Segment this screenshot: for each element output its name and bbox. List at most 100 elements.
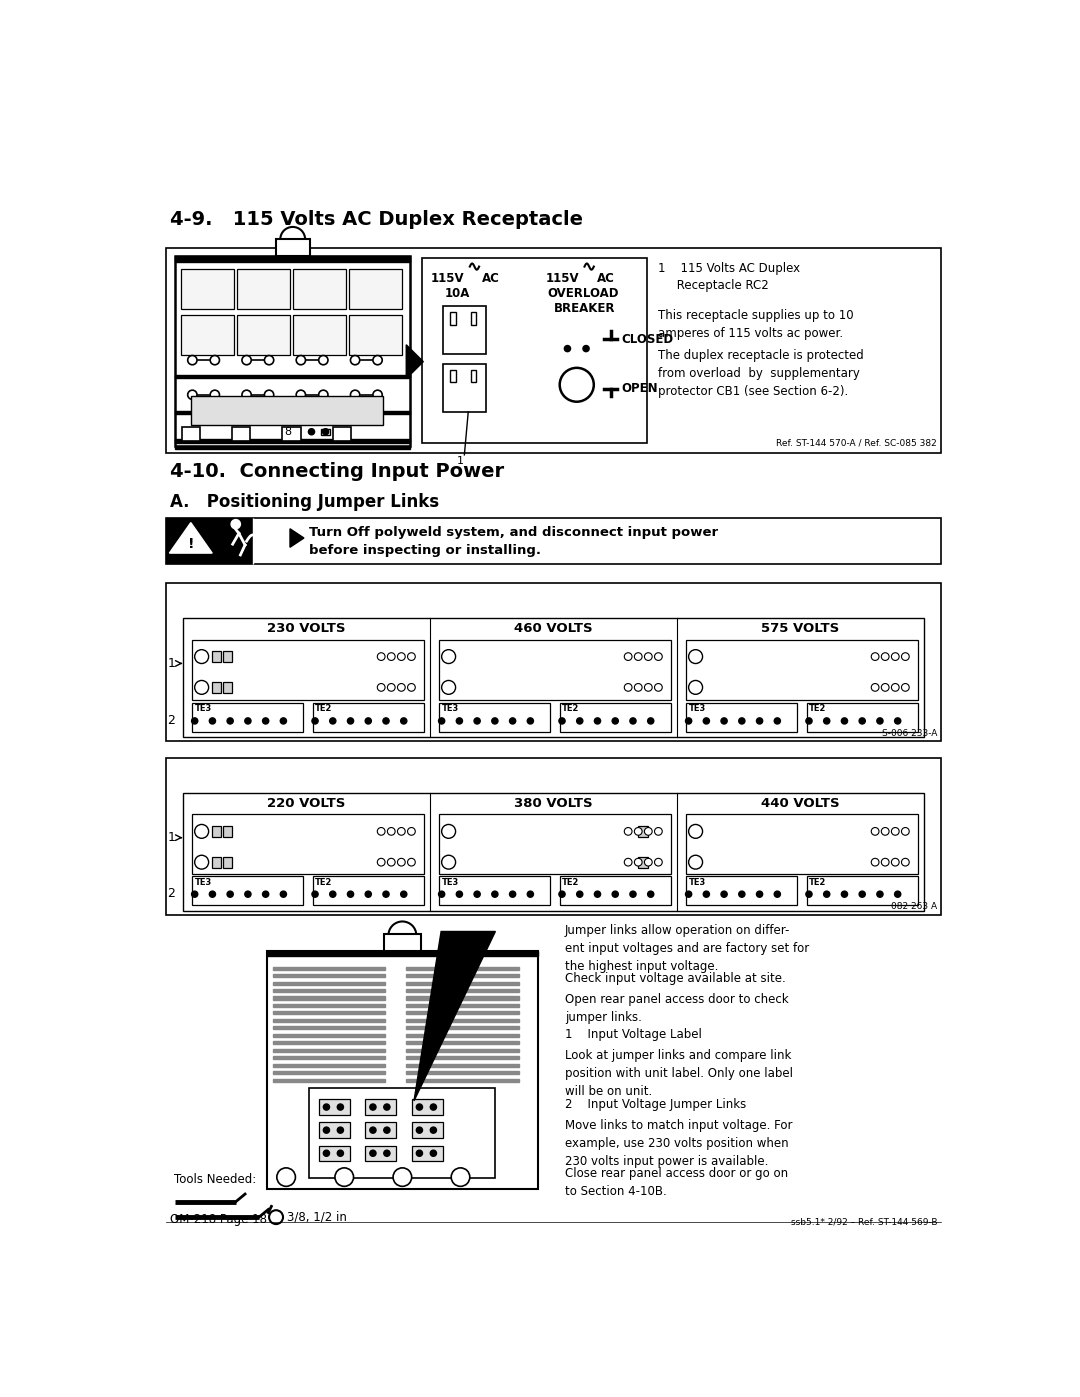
Circle shape: [377, 888, 386, 897]
Circle shape: [872, 683, 879, 692]
Circle shape: [891, 827, 900, 835]
Text: 2: 2: [167, 887, 175, 900]
Circle shape: [337, 1150, 343, 1157]
Circle shape: [654, 683, 662, 692]
Circle shape: [491, 718, 498, 724]
Text: !: !: [188, 538, 194, 552]
Bar: [222, 856, 232, 868]
Circle shape: [806, 891, 812, 897]
Circle shape: [872, 888, 879, 897]
Circle shape: [872, 858, 879, 866]
Bar: [175, 256, 410, 261]
Circle shape: [527, 891, 534, 897]
Circle shape: [210, 718, 216, 724]
Circle shape: [188, 355, 197, 365]
Circle shape: [194, 711, 208, 725]
Text: TE2: TE2: [562, 704, 579, 714]
Bar: [406, 982, 518, 985]
Circle shape: [654, 888, 662, 897]
Bar: [319, 1099, 350, 1115]
Circle shape: [323, 1104, 329, 1111]
Text: TE2: TE2: [315, 704, 333, 714]
Circle shape: [350, 390, 360, 400]
Circle shape: [377, 714, 386, 722]
Text: TE3: TE3: [442, 704, 459, 714]
Bar: [222, 887, 232, 898]
Circle shape: [630, 718, 636, 724]
Bar: [471, 370, 476, 383]
Circle shape: [369, 1127, 376, 1133]
Circle shape: [881, 858, 889, 866]
Circle shape: [624, 683, 632, 692]
Circle shape: [335, 1168, 353, 1186]
Bar: [406, 1018, 518, 1023]
Text: TE2: TE2: [809, 704, 826, 714]
Circle shape: [296, 355, 306, 365]
Circle shape: [373, 355, 382, 365]
Text: Ref. ST-144 570-A / Ref. SC-085 382: Ref. ST-144 570-A / Ref. SC-085 382: [777, 439, 937, 448]
Text: 575 VOLTS: 575 VOLTS: [761, 622, 839, 636]
Circle shape: [350, 355, 360, 365]
Bar: [222, 682, 232, 693]
Bar: [232, 427, 251, 441]
Circle shape: [407, 714, 416, 722]
Bar: [175, 256, 410, 447]
Bar: [559, 703, 671, 732]
Text: 460 VOLTS: 460 VOLTS: [514, 622, 593, 636]
Text: The duplex receptacle is protected
from overload  by  supplementary
protector CB: The duplex receptacle is protected from …: [658, 349, 864, 398]
Circle shape: [689, 711, 703, 725]
Text: 1: 1: [167, 831, 175, 844]
Bar: [686, 876, 797, 905]
Bar: [237, 268, 291, 309]
Text: 2: 2: [167, 714, 175, 726]
Circle shape: [594, 891, 600, 897]
Circle shape: [891, 858, 900, 866]
Circle shape: [323, 1127, 329, 1133]
Text: Check input voltage available at site.: Check input voltage available at site.: [565, 972, 786, 985]
Bar: [273, 1018, 386, 1023]
Circle shape: [231, 520, 241, 529]
Text: 10A: 10A: [445, 286, 471, 300]
Circle shape: [624, 858, 632, 866]
Bar: [349, 314, 403, 355]
Circle shape: [407, 888, 416, 897]
Circle shape: [689, 824, 703, 838]
Circle shape: [612, 718, 619, 724]
Polygon shape: [291, 529, 303, 548]
Circle shape: [872, 652, 879, 661]
Circle shape: [510, 718, 516, 724]
Circle shape: [211, 390, 219, 400]
Circle shape: [634, 683, 643, 692]
Bar: [273, 1049, 386, 1052]
Circle shape: [416, 1150, 422, 1157]
Circle shape: [894, 718, 901, 724]
Circle shape: [872, 714, 879, 722]
Bar: [406, 1049, 518, 1052]
Polygon shape: [406, 345, 423, 379]
Circle shape: [397, 888, 405, 897]
Text: before inspecting or installing.: before inspecting or installing.: [309, 545, 541, 557]
Circle shape: [577, 891, 583, 897]
Text: TE3: TE3: [442, 877, 459, 887]
Circle shape: [527, 718, 534, 724]
Bar: [212, 856, 221, 868]
Circle shape: [739, 718, 745, 724]
Circle shape: [624, 714, 632, 722]
Circle shape: [859, 718, 865, 724]
Circle shape: [281, 718, 286, 724]
Circle shape: [383, 1150, 390, 1157]
Text: OPEN: OPEN: [622, 383, 659, 395]
Bar: [406, 1078, 518, 1081]
Circle shape: [397, 652, 405, 661]
Circle shape: [442, 711, 456, 725]
Circle shape: [442, 855, 456, 869]
Bar: [273, 1041, 386, 1045]
Bar: [273, 1078, 386, 1081]
Text: Turn Off polyweld system, and disconnect input power: Turn Off polyweld system, and disconnect…: [309, 525, 718, 539]
Circle shape: [577, 718, 583, 724]
Bar: [406, 996, 518, 1000]
Circle shape: [902, 888, 909, 897]
Bar: [166, 518, 941, 564]
Bar: [191, 395, 383, 425]
Circle shape: [401, 891, 407, 897]
